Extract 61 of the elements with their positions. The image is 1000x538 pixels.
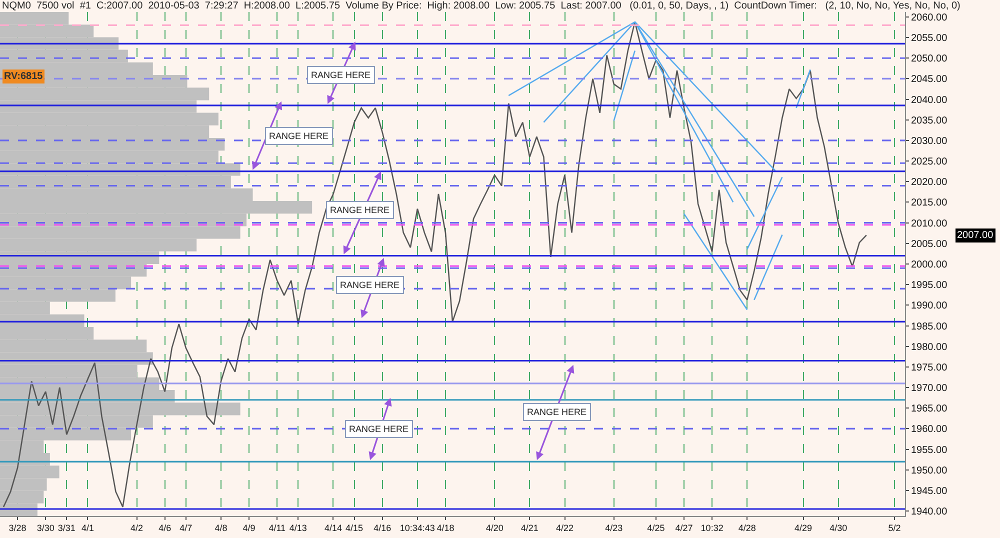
annotation: RANGE HERE	[269, 131, 329, 141]
x-tick-label: 5/2	[888, 522, 901, 533]
y-tick-label: 1985.00	[911, 321, 948, 332]
x-tick-label: 10:34:43	[400, 522, 435, 533]
x-tick-label: 4/14	[324, 522, 342, 533]
x-tick-label: 4/21	[520, 522, 538, 533]
x-tick-label: 4/27	[675, 522, 693, 533]
annotation: RV:6815	[4, 71, 44, 82]
annotation: RANGE HERE	[340, 280, 400, 290]
x-tick-label: 4/16	[374, 522, 392, 533]
x-tick-label: 4/15	[346, 522, 364, 533]
x-tick-label: 4/11	[268, 522, 286, 533]
annotation: RANGE HERE	[330, 205, 390, 215]
x-tick-label: 3/30	[36, 522, 54, 533]
y-tick-label: 2050.00	[911, 54, 948, 65]
x-tick-label: 4/13	[289, 522, 307, 533]
y-tick-label: 2000.00	[911, 260, 948, 270]
x-tick-label: 4/29	[794, 522, 812, 533]
y-tick-label: 2005.00	[911, 238, 948, 250]
y-tick-label: 1980.00	[911, 342, 948, 353]
y-tick-label: 1950.00	[911, 465, 948, 476]
y-tick-label: 1945.00	[911, 486, 948, 497]
y-tick-label: 1955.00	[911, 444, 948, 456]
x-tick-label: 4/1	[81, 522, 94, 533]
x-tick-label: 3/28	[8, 522, 26, 533]
y-tick-label: 2010.00	[911, 218, 948, 230]
y-tick-label: 2055.00	[911, 33, 948, 44]
y-tick-label: 2035.00	[911, 115, 948, 126]
y-tick-label: 1960.00	[911, 424, 948, 436]
y-tick-label: 1990.00	[911, 300, 948, 312]
y-tick-label: 1970.00	[911, 383, 948, 394]
x-tick-label: 4/25	[647, 522, 665, 533]
annotation: RANGE HERE	[349, 424, 409, 434]
x-tick-label: 4/22	[556, 522, 574, 533]
chart-title: NQM0 7500 vol #1 C:2007.00 2010-05-03 7:29:27 H:2008.00 L:2005.75 Volume By Price: High: 2008.00 Low: 2005.75 Last: 2007.00 (0.01, 0, 50, Days, , 1) CountDown Timer: (2, 10, No, No, Yes, No, No, 0)	[2, 0, 960, 12]
x-tick-label: 4/2	[130, 522, 144, 533]
y-tick-label: 2020.00	[911, 177, 948, 188]
x-tick-label: 3/31	[58, 522, 76, 533]
x-tick-label: 4/9	[242, 522, 256, 533]
y-tick-label: 2040.00	[911, 94, 948, 106]
x-tick-label: 4/18	[436, 522, 454, 533]
y-tick-label: 2025.00	[911, 156, 948, 168]
x-tick-label: 4/8	[214, 522, 228, 533]
y-tick-label: 2060.00	[911, 12, 948, 24]
y-tick-label: 1995.00	[911, 280, 948, 292]
x-tick-label: 4/23	[605, 522, 623, 533]
x-tick-label: 4/20	[486, 522, 504, 533]
x-tick-label: 4/30	[830, 522, 848, 533]
y-tick-label: 1975.00	[911, 362, 948, 374]
y-tick-label: 1965.00	[911, 404, 948, 415]
x-tick-label: 4/7	[180, 522, 192, 533]
y-tick-label: 1940.00	[911, 506, 948, 518]
y-tick-label: 2045.00	[911, 74, 948, 86]
y-tick-label: 2030.00	[911, 136, 948, 147]
x-tick-label: 4/6	[158, 522, 172, 533]
x-tick-label: 10:32	[700, 522, 724, 533]
text: 2007.00	[957, 230, 994, 241]
x-tick-label: 4/28	[738, 522, 756, 533]
annotation: RANGE HERE	[311, 70, 371, 80]
y-tick-label: 2015.00	[911, 198, 948, 209]
annotation: RANGE HERE	[527, 407, 587, 417]
